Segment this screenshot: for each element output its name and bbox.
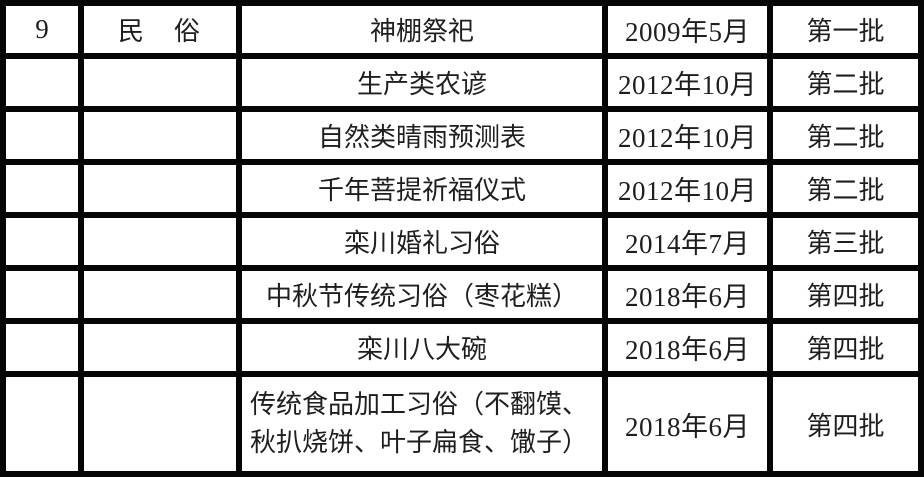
cell-batch: 第二批 xyxy=(773,165,918,212)
cell-announce-date: 2018年6月 xyxy=(608,271,767,318)
cell-item-name: 传统食品加工习俗（不翻馍、秋扒烧饼、叶子扁食、馓子） xyxy=(242,377,602,471)
cell-serial-number xyxy=(6,324,78,371)
cell-announce-date: 2018年6月 xyxy=(608,324,767,371)
cell-announce-date: 2012年10月 xyxy=(608,165,767,212)
cell-announce-date: 2012年10月 xyxy=(608,59,767,106)
cell-batch: 第一批 xyxy=(773,6,918,53)
cell-serial-number xyxy=(6,377,78,471)
cell-announce-date: 2014年7月 xyxy=(608,218,767,265)
cell-batch: 第四批 xyxy=(773,324,918,371)
cell-batch: 第四批 xyxy=(773,271,918,318)
cell-batch: 第三批 xyxy=(773,218,918,265)
cell-category xyxy=(84,324,236,371)
cell-category xyxy=(84,218,236,265)
cell-serial-number xyxy=(6,218,78,265)
cell-announce-date: 2009年5月 xyxy=(608,6,767,53)
cell-batch: 第二批 xyxy=(773,112,918,159)
cell-item-name: 生产类农谚 xyxy=(242,59,602,106)
cell-item-name: 自然类晴雨预测表 xyxy=(242,112,602,159)
cell-item-name: 神棚祭祀 xyxy=(242,6,602,53)
cell-category xyxy=(84,112,236,159)
cell-announce-date: 2012年10月 xyxy=(608,112,767,159)
cell-announce-date: 2018年6月 xyxy=(608,377,767,471)
cell-category xyxy=(84,165,236,212)
cell-batch: 第二批 xyxy=(773,59,918,106)
cell-serial-number xyxy=(6,271,78,318)
cell-serial-number xyxy=(6,59,78,106)
cell-item-name: 千年菩提祈福仪式 xyxy=(242,165,602,212)
cell-category: 民 俗 xyxy=(84,6,236,53)
cell-serial-number xyxy=(6,165,78,212)
cell-item-name: 中秋节传统习俗（枣花糕） xyxy=(242,271,602,318)
cell-batch: 第四批 xyxy=(773,377,918,471)
cell-category xyxy=(84,271,236,318)
cell-serial-number xyxy=(6,112,78,159)
cell-item-name: 栾川八大碗 xyxy=(242,324,602,371)
cell-item-name: 栾川婚礼习俗 xyxy=(242,218,602,265)
cell-category xyxy=(84,377,236,471)
cell-serial-number: 9 xyxy=(6,6,78,53)
cell-category xyxy=(84,59,236,106)
